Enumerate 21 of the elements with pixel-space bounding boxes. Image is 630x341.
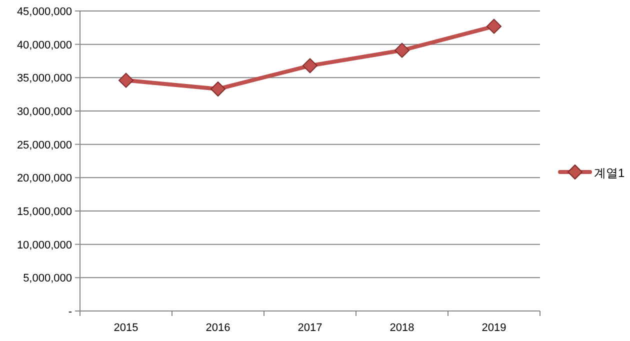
y-tick-label: 30,000,000 (16, 106, 72, 118)
y-tick-label: 15,000,000 (16, 206, 72, 218)
y-tick-label: 45,000,000 (16, 6, 72, 18)
y-tick-label: 40,000,000 (16, 39, 72, 52)
point (302, 58, 318, 74)
x-tick-label: 2015 (114, 322, 138, 334)
x-tick-label: 2019 (482, 322, 506, 334)
legend-label: 계열1 (594, 166, 625, 180)
x-tick-label: 2016 (206, 322, 230, 334)
point (118, 72, 134, 88)
y-tick-label: 20,000,000 (16, 172, 72, 185)
point (486, 18, 502, 34)
x-tick-label: 2018 (390, 322, 414, 334)
y-tick-label: 35,000,000 (16, 72, 72, 85)
y-tick-label: - (68, 306, 72, 318)
x-tick-label: 2017 (298, 322, 322, 334)
y-tick-label: 10,000,000 (16, 239, 72, 252)
y-tick-label: 25,000,000 (16, 139, 72, 152)
point (210, 82, 226, 96)
point (394, 42, 410, 58)
y-tick-label: 5,000,000 (23, 272, 72, 285)
